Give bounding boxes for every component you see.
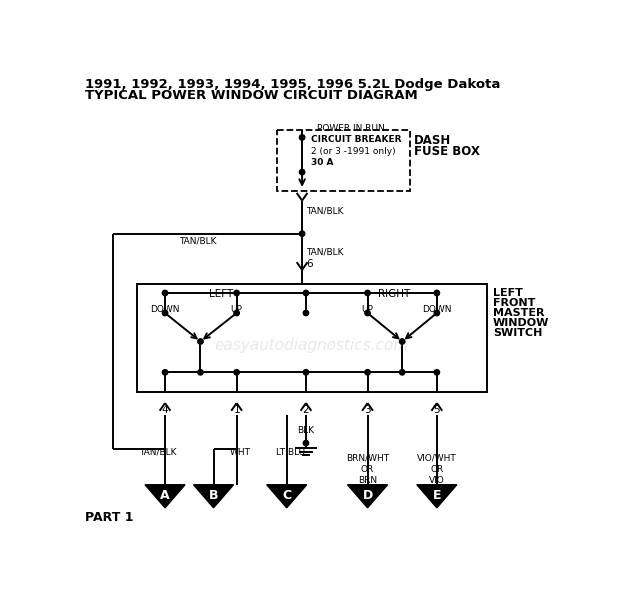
Text: A: A: [160, 488, 170, 502]
Text: TAN/BLK: TAN/BLK: [179, 237, 216, 246]
Text: RIGHT: RIGHT: [378, 289, 410, 299]
Circle shape: [365, 310, 370, 316]
Text: 5: 5: [434, 406, 440, 415]
Text: LT BLU: LT BLU: [276, 448, 305, 457]
Circle shape: [365, 290, 370, 296]
Text: UP: UP: [362, 305, 373, 314]
Text: TAN/BLK: TAN/BLK: [306, 207, 344, 216]
Circle shape: [303, 290, 308, 296]
Circle shape: [303, 370, 308, 375]
Text: 6: 6: [306, 259, 313, 269]
Circle shape: [299, 135, 305, 140]
Text: TAN/BLK: TAN/BLK: [306, 248, 344, 257]
Polygon shape: [145, 485, 185, 508]
Circle shape: [198, 339, 203, 344]
Text: 4: 4: [162, 406, 168, 415]
Circle shape: [163, 370, 167, 375]
Text: TAN/BLK: TAN/BLK: [138, 448, 176, 457]
Circle shape: [198, 370, 203, 375]
Text: TYPICAL POWER WINDOW CIRCUIT DIAGRAM: TYPICAL POWER WINDOW CIRCUIT DIAGRAM: [85, 89, 418, 102]
Polygon shape: [267, 485, 307, 508]
Text: VIO/WHT
OR
VIO: VIO/WHT OR VIO: [417, 454, 457, 485]
Circle shape: [299, 169, 305, 175]
Text: UP: UP: [231, 305, 243, 314]
Text: E: E: [433, 488, 441, 502]
Text: PART 1: PART 1: [85, 511, 133, 524]
Text: easyautodiagnostics.com: easyautodiagnostics.com: [214, 338, 408, 353]
Circle shape: [303, 440, 308, 446]
Text: 3: 3: [364, 406, 371, 415]
Text: 2: 2: [303, 406, 309, 415]
Text: LEFT: LEFT: [493, 287, 523, 298]
Text: DASH: DASH: [413, 134, 451, 146]
Text: MASTER: MASTER: [493, 308, 544, 317]
Polygon shape: [417, 485, 457, 508]
Text: C: C: [282, 488, 291, 502]
Circle shape: [365, 370, 370, 375]
Text: WINDOW: WINDOW: [493, 317, 549, 328]
Circle shape: [234, 310, 239, 316]
Text: DOWN: DOWN: [150, 305, 180, 314]
Text: 30 A: 30 A: [311, 158, 334, 167]
Text: LEFT: LEFT: [209, 289, 234, 299]
Polygon shape: [193, 485, 234, 508]
Circle shape: [299, 231, 305, 236]
Polygon shape: [347, 485, 387, 508]
Text: FUSE BOX: FUSE BOX: [413, 145, 480, 158]
Text: 1: 1: [234, 406, 240, 415]
Circle shape: [163, 290, 167, 296]
Text: 2 (or 3 -1991 only): 2 (or 3 -1991 only): [311, 146, 396, 155]
Circle shape: [163, 310, 167, 316]
Text: D: D: [362, 488, 373, 502]
Text: BRN/WHT
OR
BRN: BRN/WHT OR BRN: [346, 454, 389, 485]
Text: FRONT: FRONT: [493, 298, 535, 308]
Circle shape: [303, 310, 308, 316]
Text: SWITCH: SWITCH: [493, 328, 543, 338]
Text: B: B: [209, 488, 218, 502]
Circle shape: [399, 370, 405, 375]
Circle shape: [434, 370, 439, 375]
Text: WHT: WHT: [230, 448, 251, 457]
Circle shape: [434, 290, 439, 296]
Text: DOWN: DOWN: [422, 305, 452, 314]
Text: CIRCUIT BREAKER: CIRCUIT BREAKER: [311, 135, 402, 144]
Text: POWER IN RUN: POWER IN RUN: [318, 124, 385, 133]
Text: BLK: BLK: [297, 426, 315, 435]
Circle shape: [434, 310, 439, 316]
Circle shape: [234, 370, 239, 375]
Circle shape: [234, 290, 239, 296]
Circle shape: [399, 339, 405, 344]
Text: 1991, 1992, 1993, 1994, 1995, 1996 5.2L Dodge Dakota: 1991, 1992, 1993, 1994, 1995, 1996 5.2L …: [85, 78, 501, 91]
